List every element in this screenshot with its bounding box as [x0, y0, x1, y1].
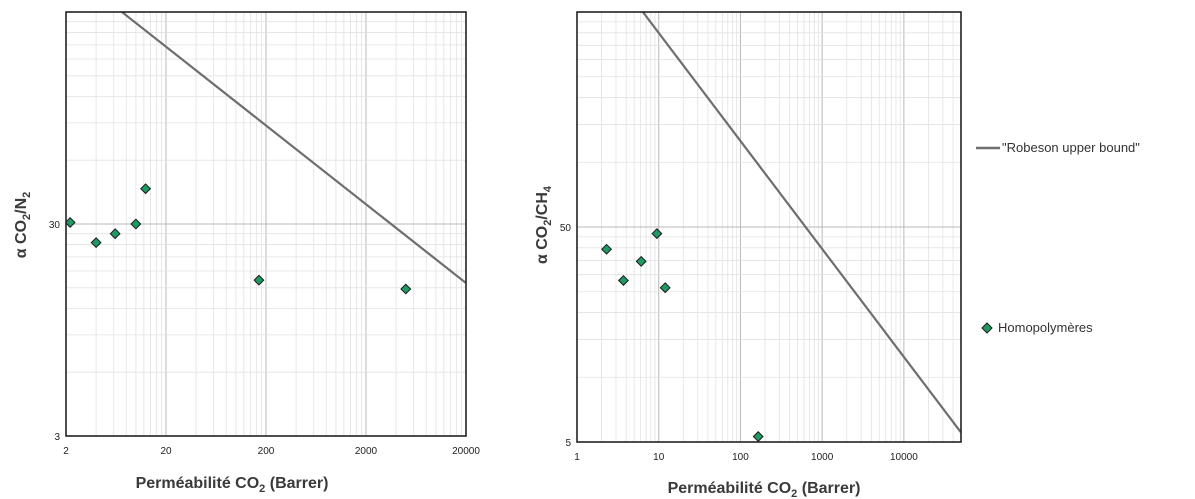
- y-tick-label: 50: [560, 223, 572, 234]
- x-axis-label-right: Perméabilité CO2 (Barrer): [668, 480, 861, 499]
- x-tick-label: 2: [63, 446, 69, 457]
- data-point-homopolymere: [109, 228, 121, 240]
- x-tick-label: 1000: [811, 452, 834, 463]
- robeson-upper-bound-line: [121, 12, 466, 284]
- legend-marker-label: Homopolymères: [998, 320, 1093, 335]
- data-point-homopolymere: [617, 274, 629, 286]
- data-point-homopolymere: [130, 218, 142, 230]
- grid-right: [576, 11, 962, 443]
- data-point-homopolymere: [90, 237, 102, 249]
- tick-labels-left: 2 20 200 2000 20000 3 30: [49, 220, 480, 457]
- tick-labels-right: 1 10 100 1000 10000 5 50: [560, 223, 918, 463]
- data-point-homopolymere: [400, 283, 412, 295]
- chart-co2-n2: 2 20 200 2000 20000 3 30 Perméabilité CO2 (Bar…: [13, 11, 480, 495]
- plot-frame-right: [576, 11, 962, 443]
- x-tick-label: 2000: [355, 446, 378, 457]
- x-tick-label: 20000: [452, 446, 480, 457]
- y-axis-label-left: α CO2/N2: [13, 192, 33, 259]
- legend-marker-swatch: [981, 322, 993, 334]
- legend-line-label: "Robeson upper bound": [1002, 140, 1140, 155]
- x-tick-label: 200: [258, 446, 275, 457]
- chart-co2-ch4: 1 10 100 1000 10000 5 50 Perméabilité CO2 (Bar…: [534, 11, 962, 499]
- x-tick-label: 1: [574, 452, 580, 463]
- x-axis-label-left: Perméabilité CO2 (Barrer): [136, 475, 329, 495]
- robeson-upper-bound-line: [642, 12, 961, 434]
- data-point-homopolymere: [601, 243, 613, 255]
- x-tick-label: 10000: [890, 452, 918, 463]
- plot-frame-left: [65, 11, 467, 437]
- legend: "Robeson upper bound" Homopolymères: [976, 140, 1140, 335]
- data-point-homopolymere: [635, 255, 647, 267]
- data-point-homopolymere: [752, 431, 764, 442]
- data-point-homopolymere: [66, 216, 76, 228]
- x-tick-label: 100: [732, 452, 749, 463]
- y-tick-label: 3: [54, 432, 60, 443]
- plot-area-right: [601, 12, 961, 442]
- plot-area-left: [66, 12, 466, 295]
- y-tick-label: 30: [49, 220, 61, 231]
- y-tick-label: 5: [565, 438, 571, 449]
- data-point-homopolymere: [253, 274, 265, 286]
- grid-left: [65, 11, 467, 437]
- x-tick-label: 10: [653, 452, 665, 463]
- x-tick-label: 20: [160, 446, 172, 457]
- data-point-homopolymere: [651, 228, 663, 240]
- data-point-homopolymere: [659, 282, 671, 294]
- data-point-homopolymere: [140, 183, 152, 195]
- y-axis-label-right: α CO2/CH4: [534, 185, 554, 264]
